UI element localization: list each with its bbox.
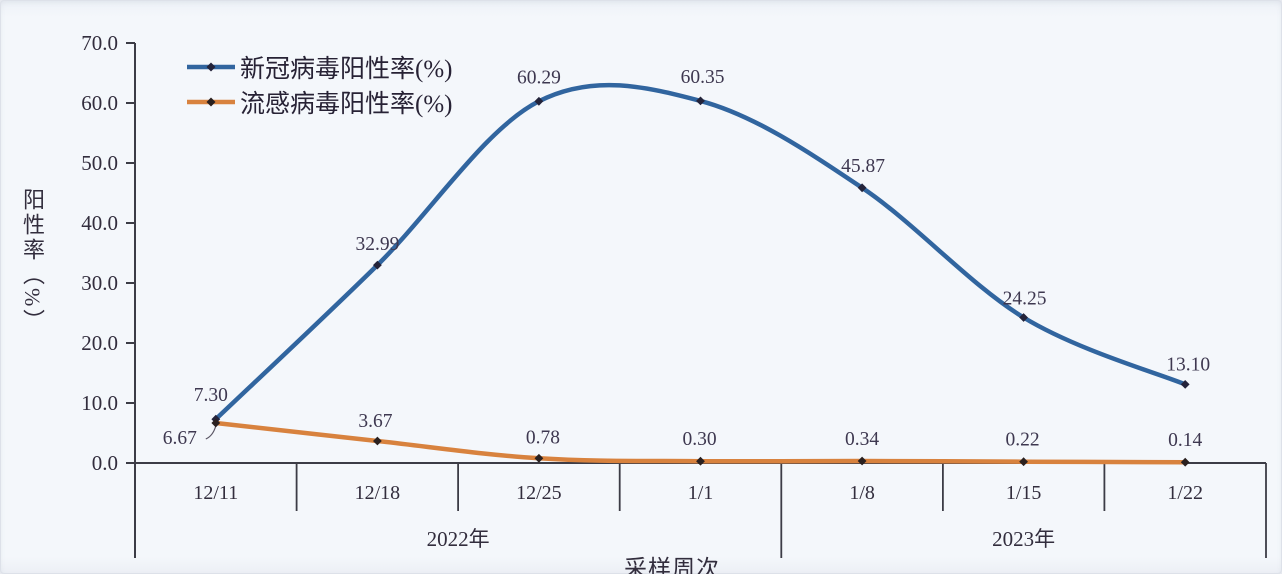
legend-item-flu[interactable]: 流感病毒阳性率(%) (187, 86, 452, 118)
flu-data-label: 0.30 (682, 429, 716, 450)
flu-data-point-marker[interactable] (373, 436, 382, 446)
y-tick-label: 70.0 (81, 31, 118, 55)
covid-line-sample-icon (187, 62, 235, 72)
covid-data-label: 7.30 (194, 385, 228, 406)
flu-data-label: 3.67 (358, 411, 392, 432)
x-tick-label: 12/11 (193, 482, 238, 504)
flu-data-point-marker[interactable] (534, 453, 544, 463)
covid-data-label: 45.87 (841, 156, 885, 177)
flu-data-point-marker[interactable] (211, 418, 221, 428)
flu-data-label: 6.67 (163, 428, 197, 449)
y-tick-label: 0.0 (92, 451, 118, 475)
covid-data-label: 60.35 (681, 67, 725, 88)
legend-label-covid: 新冠病毒阳性率(%) (240, 56, 453, 83)
y-tick-label: 40.0 (81, 211, 118, 235)
flu-data-label: 0.34 (845, 429, 879, 450)
covid-data-point-marker[interactable] (373, 260, 382, 270)
covid-data-point-marker[interactable] (696, 96, 705, 106)
covid-data-point-marker[interactable] (534, 96, 544, 106)
legend-label-flu: 流感病毒阳性率(%) (240, 91, 453, 118)
y-tick-label: 50.0 (81, 151, 118, 175)
x-tick-label: 12/25 (516, 482, 562, 504)
flu-data-label: 0.22 (1006, 430, 1040, 451)
flu-data-label: 0.14 (1168, 430, 1202, 451)
label-leader-line (205, 425, 217, 440)
y-tick-label: 20.0 (81, 331, 118, 355)
flu-data-point-marker[interactable] (696, 456, 705, 466)
flu-data-point-marker[interactable] (1180, 457, 1190, 467)
y-axis-title: 阳性率（%） (20, 188, 45, 335)
legend-item-covid[interactable]: 新冠病毒阳性率(%) (187, 51, 452, 83)
flu-line-sample-icon (187, 97, 235, 107)
year-group-label: 2023年 (992, 527, 1055, 551)
x-tick-label: 1/22 (1167, 482, 1203, 504)
year-group-label: 2022年 (427, 527, 490, 551)
covid-data-point-marker[interactable] (1180, 380, 1190, 389)
covid-data-point-marker[interactable] (857, 183, 867, 193)
covid-data-label: 13.10 (1166, 354, 1210, 375)
x-axis-title: 采样周次 (624, 556, 720, 574)
y-tick-label: 30.0 (81, 271, 118, 295)
flu-data-label: 0.78 (526, 427, 560, 448)
x-tick-label: 12/18 (355, 482, 401, 504)
chart-legend: 新冠病毒阳性率(%) 流感病毒阳性率(%) (187, 51, 452, 118)
y-tick-label: 60.0 (81, 91, 118, 115)
y-tick-label: 10.0 (81, 391, 118, 415)
flu-data-point-marker[interactable] (857, 456, 867, 466)
covid-data-label: 32.99 (355, 234, 399, 255)
covid-data-point-marker[interactable] (1019, 313, 1028, 322)
covid-data-label: 60.29 (517, 67, 561, 88)
flu-data-point-marker[interactable] (1019, 457, 1028, 467)
covid-data-label: 24.25 (1003, 289, 1047, 310)
x-tick-label: 1/1 (688, 482, 714, 504)
x-tick-label: 1/8 (849, 482, 875, 504)
x-tick-label: 1/15 (1006, 482, 1042, 504)
